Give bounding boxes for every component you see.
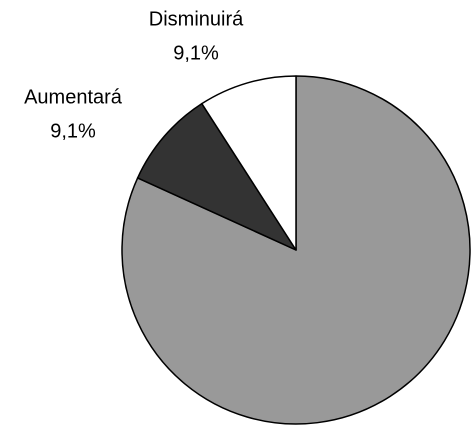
slice-label: Aumentará [24,86,123,108]
slice-label: Disminuirá [149,8,244,30]
pie-slice [201,75,297,251]
pie-slice [136,102,297,251]
slice-value-label: 9,1% [50,120,96,142]
slice-value-label: 9,1% [173,42,219,64]
